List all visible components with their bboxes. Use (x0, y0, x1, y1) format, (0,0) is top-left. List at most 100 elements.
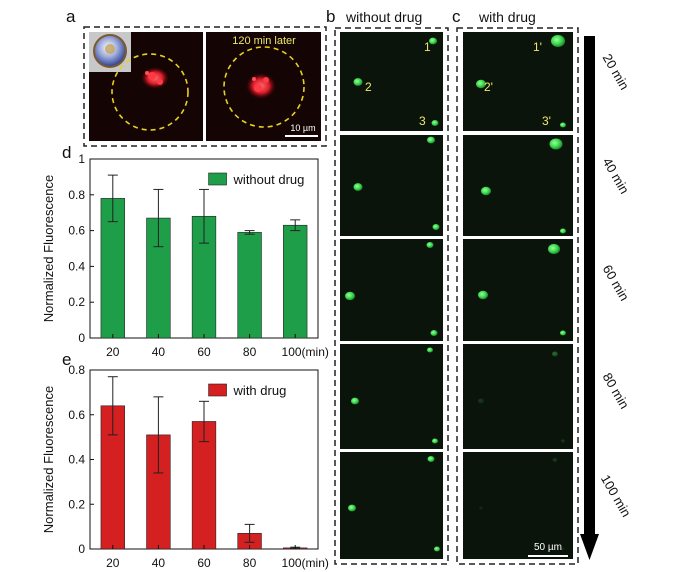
x-tick-label: 80 (243, 556, 257, 570)
bar (283, 224, 308, 339)
y-tick-label: 0.8 (68, 363, 85, 377)
fluorescent-cell (427, 136, 435, 144)
fluorescent-cell (434, 546, 440, 552)
fluorescent-cell (432, 438, 438, 444)
y-tick-label: 0.8 (68, 188, 85, 202)
fluorescent-cell (430, 330, 438, 336)
cell-label-1: 1 (424, 40, 431, 54)
panel-b-timelapse (340, 32, 443, 559)
y-tick-label: 0.4 (68, 259, 85, 273)
fluorescent-cell (481, 186, 491, 196)
time-label: 20 min (600, 51, 633, 92)
panel-c-title: with drug (478, 9, 536, 25)
fluorescent-cell (429, 37, 437, 45)
panel-a-border (83, 26, 327, 147)
legend-swatch (208, 383, 227, 397)
y-tick-label: 0.6 (68, 224, 85, 238)
chart-d: 0 0.2 0.4 0.6 0.8 1 Normalized Fluorescence 20 4… (41, 152, 329, 359)
x-tick-label: 100(min) (282, 556, 329, 570)
fluorescent-cell (551, 35, 565, 47)
micrograph-frame (463, 239, 573, 341)
fluorescent-cell (560, 228, 566, 234)
x-tick-label: 40 (152, 345, 166, 359)
cell-label-2-prime: 2' (484, 80, 493, 94)
y-axis-label: Normalized Fluorescence (41, 175, 56, 322)
y-tick-label: 1 (78, 152, 85, 166)
fluorescent-cell (345, 291, 355, 301)
x-tick-label: 20 (106, 345, 120, 359)
panel-b-title: without drug (345, 9, 422, 25)
chart-e: 0 0.2 0.4 0.6 0.8 Normalized Fluorescence 20 40… (41, 363, 329, 570)
panel-a-caption: 120 min later (232, 35, 296, 47)
panel-a-scale-label: 10 µm (290, 123, 315, 133)
panel-a: a 120 min later 10 µm (66, 7, 327, 147)
cell-label-2: 2 (365, 80, 372, 94)
fluorescent-cell (560, 330, 566, 336)
fluorescent-cell (479, 506, 483, 510)
red-fluorescence-before (141, 67, 169, 89)
x-tick-label: 80 (243, 345, 257, 359)
fluorescent-cell (351, 397, 359, 405)
fluorescent-cell (432, 224, 440, 230)
panel-a-letter: a (66, 7, 76, 26)
droplet-outline-after (223, 46, 305, 128)
panel-c-scale-label: 50 µm (534, 542, 562, 553)
time-label: 40 min (600, 155, 633, 196)
y-tick-label: 0 (78, 542, 85, 556)
fluorescent-cell (478, 398, 484, 404)
droplet-outline-before (111, 53, 189, 131)
fluorescent-cell (548, 243, 560, 255)
time-label: 60 min (600, 262, 633, 303)
fluorescent-cell (476, 79, 486, 89)
y-tick-label: 0.2 (68, 295, 85, 309)
y-axis-label: Normalized Fluorescence (41, 386, 56, 533)
panel-b-border (334, 27, 449, 565)
micrograph-frame (463, 452, 573, 559)
micrograph-frame (463, 135, 573, 236)
cell-label-3-prime: 3' (542, 114, 551, 128)
fluorescent-cell (353, 78, 363, 86)
x-tick-label: 100(min) (282, 345, 329, 359)
legend-label: with drug (233, 383, 287, 398)
fluorescent-cell (478, 290, 488, 300)
red-fluorescence-after (246, 73, 276, 99)
fluorescent-cell (552, 457, 558, 463)
panel-b-letter: b (326, 7, 335, 26)
micrograph-frame (340, 239, 443, 341)
fluorescent-cell (431, 120, 439, 126)
bar (237, 232, 262, 339)
fluorescent-cell (560, 122, 566, 128)
fluorescent-cell (426, 242, 434, 248)
fluorescent-cell (348, 504, 356, 512)
time-labels: 20 min 40 min 60 min 80 min 100 min (598, 51, 634, 519)
fluorescent-cell (549, 138, 563, 150)
legend-label: without drug (233, 172, 305, 187)
fluorescent-cell (427, 347, 433, 353)
legend-swatch (208, 172, 227, 186)
panel-e-letter: e (62, 350, 71, 369)
panel-c-timelapse (463, 32, 573, 559)
fluorescent-cell (561, 547, 565, 551)
time-label: 80 min (600, 370, 633, 411)
micrograph-frame (340, 452, 443, 559)
fluorescent-cell (427, 456, 435, 462)
fluorescent-cell (353, 183, 363, 191)
fluorescent-cell (552, 351, 558, 357)
x-tick-label: 60 (197, 556, 211, 570)
fluorescent-cell (561, 439, 565, 443)
y-tick-label: 0.6 (68, 408, 85, 422)
y-tick-label: 0.2 (68, 497, 85, 511)
cell-label-1-prime: 1' (533, 40, 542, 54)
y-tick-label: 0.4 (68, 453, 85, 467)
x-tick-label: 40 (152, 556, 166, 570)
panel-c-letter: c (452, 7, 461, 26)
cell-label-3: 3 (419, 114, 426, 128)
y-tick-label: 0 (78, 331, 85, 345)
micrograph-frame (463, 344, 573, 449)
x-tick-label: 60 (197, 345, 211, 359)
x-tick-label: 20 (106, 556, 120, 570)
time-arrow (580, 36, 599, 560)
panel-d-letter: d (62, 143, 71, 162)
panel-c-border (456, 27, 579, 565)
